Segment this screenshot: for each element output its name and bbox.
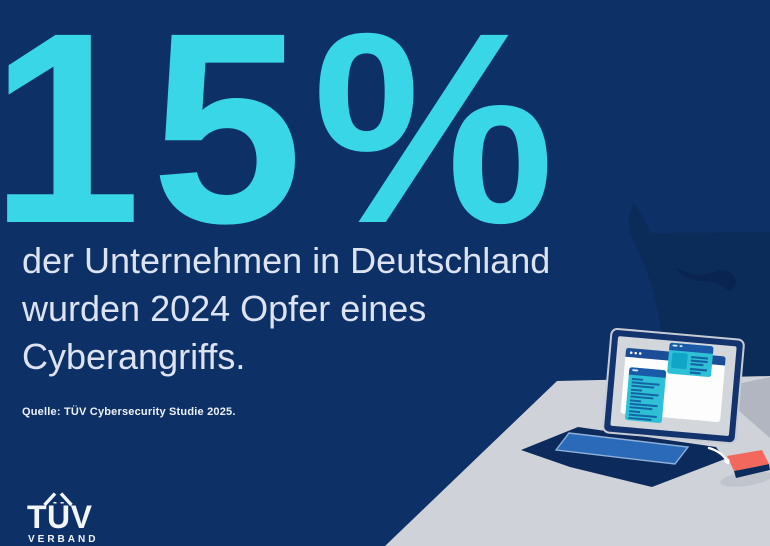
laptop-screen (602, 327, 745, 445)
text-line (629, 402, 658, 408)
headline-statistic: 15% (0, 0, 565, 280)
roof-left-stroke (43, 492, 57, 506)
text-line (631, 381, 660, 386)
roof-right-stroke (59, 492, 73, 506)
text-line (690, 362, 704, 367)
text-line (689, 371, 701, 375)
logo-subtext: VERBAND (28, 534, 99, 545)
tuv-roof-icon (41, 489, 77, 506)
usb-device-icon (720, 450, 770, 487)
subheadline: der Unternehmen in Deutschland wurden 20… (22, 237, 550, 381)
subheadline-line-1: der Unternehmen in Deutschland (22, 240, 551, 281)
titlebar-mark (679, 345, 683, 348)
text-line (631, 384, 655, 389)
popup-window-left (625, 367, 667, 423)
titlebar-mark (672, 344, 678, 347)
titlebar-mark (632, 369, 639, 372)
source-text: Quelle: TÜV Cybersecurity Studie 2025. (22, 406, 236, 418)
umlaut-cover (41, 489, 77, 502)
text-line (629, 399, 642, 403)
subheadline-line-3: Cyberangriffs. (22, 336, 246, 377)
text-line (631, 377, 644, 381)
text-line (628, 416, 652, 421)
logo-brand-text: TÜV (27, 499, 93, 535)
device-top (727, 450, 769, 471)
device-shadow (720, 471, 770, 487)
laptop-keyboard (554, 432, 690, 465)
content-block (671, 352, 688, 369)
text-line (630, 388, 643, 392)
popup-titlebar (628, 367, 667, 378)
device-side (734, 464, 770, 478)
text-line (689, 367, 708, 372)
subheadline-line-2: wurden 2024 Opfer eines (22, 288, 427, 329)
text-line (690, 359, 708, 364)
text-line (629, 410, 641, 414)
text-line (629, 406, 653, 411)
text-line (630, 392, 659, 397)
bull-horn-shape (676, 267, 737, 291)
popup-window-right (667, 342, 714, 378)
window-dot-icon (629, 351, 633, 355)
window-dot-icon (634, 351, 638, 355)
text-line (690, 355, 709, 360)
device-connector (724, 458, 730, 464)
text-line (628, 413, 657, 418)
text-line (630, 395, 654, 400)
laptop-icon (521, 327, 745, 487)
window-dot-icon (638, 352, 642, 355)
